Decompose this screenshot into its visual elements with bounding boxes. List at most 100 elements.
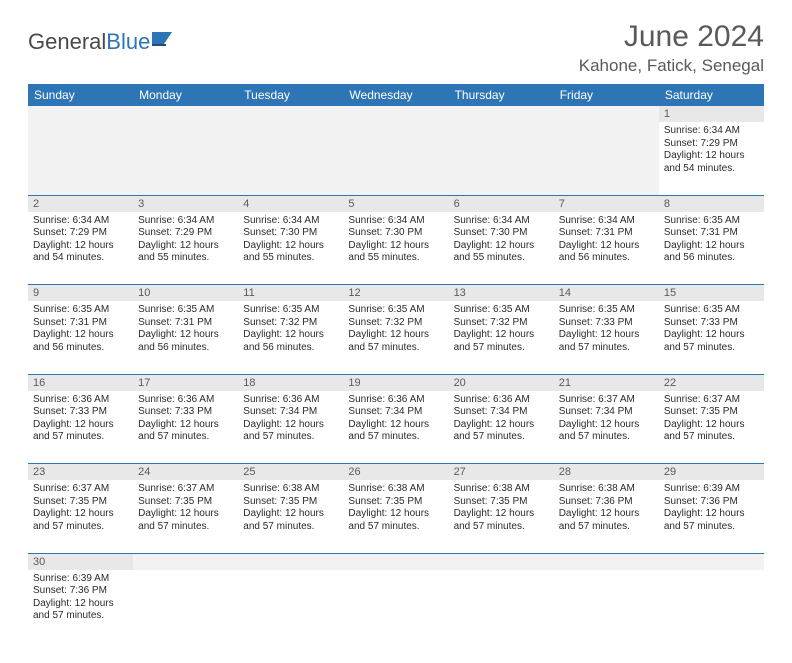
calendar-cell: Sunrise: 6:36 AMSunset: 7:33 PMDaylight:… xyxy=(133,391,238,464)
day-number: 18 xyxy=(238,374,343,391)
daylight-text: Daylight: 12 hours and 56 minutes. xyxy=(243,329,338,354)
cell-content: Sunrise: 6:36 AMSunset: 7:34 PMDaylight:… xyxy=(454,394,549,444)
calendar-cell-empty xyxy=(238,122,343,195)
cell-content: Sunrise: 6:34 AMSunset: 7:29 PMDaylight:… xyxy=(33,215,128,265)
sunrise-text: Sunrise: 6:36 AM xyxy=(348,394,443,407)
calendar-cell: Sunrise: 6:36 AMSunset: 7:34 PMDaylight:… xyxy=(238,391,343,464)
calendar-cell: Sunrise: 6:37 AMSunset: 7:35 PMDaylight:… xyxy=(659,391,764,464)
calendar-cell: Sunrise: 6:36 AMSunset: 7:34 PMDaylight:… xyxy=(449,391,554,464)
day-number: 5 xyxy=(343,195,448,212)
daylight-text: Daylight: 12 hours and 56 minutes. xyxy=(559,240,654,265)
sunset-text: Sunset: 7:31 PM xyxy=(664,227,759,240)
sunrise-text: Sunrise: 6:35 AM xyxy=(664,215,759,228)
day-number: 13 xyxy=(449,285,554,302)
calendar-cell: Sunrise: 6:34 AMSunset: 7:31 PMDaylight:… xyxy=(554,212,659,285)
calendar-cell: Sunrise: 6:34 AMSunset: 7:29 PMDaylight:… xyxy=(659,122,764,195)
day-number: 30 xyxy=(28,553,133,570)
day-number xyxy=(238,106,343,122)
sunrise-text: Sunrise: 6:35 AM xyxy=(348,304,443,317)
calendar-cell: Sunrise: 6:39 AMSunset: 7:36 PMDaylight:… xyxy=(659,480,764,553)
calendar-cell: Sunrise: 6:38 AMSunset: 7:35 PMDaylight:… xyxy=(343,480,448,553)
sunset-text: Sunset: 7:34 PM xyxy=(559,406,654,419)
calendar-cell: Sunrise: 6:35 AMSunset: 7:32 PMDaylight:… xyxy=(449,301,554,374)
sunrise-text: Sunrise: 6:37 AM xyxy=(559,394,654,407)
calendar-cell: Sunrise: 6:35 AMSunset: 7:33 PMDaylight:… xyxy=(659,301,764,374)
day-number: 25 xyxy=(238,464,343,481)
cell-content: Sunrise: 6:39 AMSunset: 7:36 PMDaylight:… xyxy=(33,573,128,623)
cell-content: Sunrise: 6:34 AMSunset: 7:30 PMDaylight:… xyxy=(348,215,443,265)
day-number xyxy=(133,106,238,122)
daylight-text: Daylight: 12 hours and 57 minutes. xyxy=(348,329,443,354)
day-header: Thursday xyxy=(449,84,554,106)
daylight-text: Daylight: 12 hours and 55 minutes. xyxy=(138,240,233,265)
day-number: 10 xyxy=(133,285,238,302)
sunrise-text: Sunrise: 6:34 AM xyxy=(138,215,233,228)
cell-content: Sunrise: 6:35 AMSunset: 7:31 PMDaylight:… xyxy=(664,215,759,265)
calendar-cell: Sunrise: 6:36 AMSunset: 7:34 PMDaylight:… xyxy=(343,391,448,464)
calendar-cell-empty xyxy=(343,570,448,643)
sunrise-text: Sunrise: 6:37 AM xyxy=(138,483,233,496)
day-number: 23 xyxy=(28,464,133,481)
calendar-cell: Sunrise: 6:37 AMSunset: 7:34 PMDaylight:… xyxy=(554,391,659,464)
daylight-text: Daylight: 12 hours and 57 minutes. xyxy=(664,329,759,354)
day-number xyxy=(238,553,343,570)
cell-content: Sunrise: 6:37 AMSunset: 7:35 PMDaylight:… xyxy=(664,394,759,444)
sunset-text: Sunset: 7:29 PM xyxy=(664,138,759,151)
day-number xyxy=(554,106,659,122)
sunset-text: Sunset: 7:33 PM xyxy=(33,406,128,419)
daylight-text: Daylight: 12 hours and 57 minutes. xyxy=(559,508,654,533)
sunset-text: Sunset: 7:35 PM xyxy=(454,496,549,509)
cell-content: Sunrise: 6:35 AMSunset: 7:32 PMDaylight:… xyxy=(243,304,338,354)
sunrise-text: Sunrise: 6:34 AM xyxy=(33,215,128,228)
sunset-text: Sunset: 7:35 PM xyxy=(348,496,443,509)
sunset-text: Sunset: 7:34 PM xyxy=(454,406,549,419)
day-number xyxy=(343,106,448,122)
calendar-page: GeneralBlue June 2024 Kahone, Fatick, Se… xyxy=(0,0,792,663)
sunset-text: Sunset: 7:35 PM xyxy=(33,496,128,509)
daylight-text: Daylight: 12 hours and 57 minutes. xyxy=(33,598,128,623)
daylight-text: Daylight: 12 hours and 57 minutes. xyxy=(454,419,549,444)
day-number: 1 xyxy=(659,106,764,122)
sunset-text: Sunset: 7:34 PM xyxy=(348,406,443,419)
day-number: 12 xyxy=(343,285,448,302)
sunrise-text: Sunrise: 6:36 AM xyxy=(138,394,233,407)
daylight-text: Daylight: 12 hours and 55 minutes. xyxy=(348,240,443,265)
daylight-text: Daylight: 12 hours and 57 minutes. xyxy=(348,419,443,444)
day-number: 29 xyxy=(659,464,764,481)
cell-content: Sunrise: 6:37 AMSunset: 7:35 PMDaylight:… xyxy=(138,483,233,533)
sunset-text: Sunset: 7:29 PM xyxy=(33,227,128,240)
sunrise-text: Sunrise: 6:34 AM xyxy=(664,125,759,138)
day-number: 7 xyxy=(554,195,659,212)
sunrise-text: Sunrise: 6:37 AM xyxy=(33,483,128,496)
calendar-cell: Sunrise: 6:37 AMSunset: 7:35 PMDaylight:… xyxy=(133,480,238,553)
cell-content: Sunrise: 6:36 AMSunset: 7:33 PMDaylight:… xyxy=(33,394,128,444)
sunset-text: Sunset: 7:32 PM xyxy=(243,317,338,330)
day-number: 3 xyxy=(133,195,238,212)
calendar-cell: Sunrise: 6:35 AMSunset: 7:32 PMDaylight:… xyxy=(238,301,343,374)
calendar-cell: Sunrise: 6:34 AMSunset: 7:30 PMDaylight:… xyxy=(449,212,554,285)
day-number: 28 xyxy=(554,464,659,481)
sunrise-text: Sunrise: 6:38 AM xyxy=(559,483,654,496)
daylight-text: Daylight: 12 hours and 57 minutes. xyxy=(348,508,443,533)
day-number xyxy=(343,553,448,570)
daylight-text: Daylight: 12 hours and 57 minutes. xyxy=(138,419,233,444)
day-number: 26 xyxy=(343,464,448,481)
sunrise-text: Sunrise: 6:34 AM xyxy=(243,215,338,228)
logo: GeneralBlue xyxy=(28,26,174,58)
cell-content: Sunrise: 6:35 AMSunset: 7:31 PMDaylight:… xyxy=(33,304,128,354)
day-header: Sunday xyxy=(28,84,133,106)
day-header: Tuesday xyxy=(238,84,343,106)
day-number: 15 xyxy=(659,285,764,302)
sunrise-text: Sunrise: 6:38 AM xyxy=(243,483,338,496)
sunset-text: Sunset: 7:33 PM xyxy=(138,406,233,419)
calendar-cell: Sunrise: 6:35 AMSunset: 7:33 PMDaylight:… xyxy=(554,301,659,374)
daylight-text: Daylight: 12 hours and 55 minutes. xyxy=(454,240,549,265)
sunset-text: Sunset: 7:35 PM xyxy=(664,406,759,419)
calendar-cell: Sunrise: 6:35 AMSunset: 7:31 PMDaylight:… xyxy=(659,212,764,285)
cell-content: Sunrise: 6:36 AMSunset: 7:34 PMDaylight:… xyxy=(243,394,338,444)
calendar-cell: Sunrise: 6:34 AMSunset: 7:30 PMDaylight:… xyxy=(238,212,343,285)
sunrise-text: Sunrise: 6:38 AM xyxy=(348,483,443,496)
daylight-text: Daylight: 12 hours and 54 minutes. xyxy=(33,240,128,265)
day-header: Wednesday xyxy=(343,84,448,106)
sunset-text: Sunset: 7:35 PM xyxy=(243,496,338,509)
